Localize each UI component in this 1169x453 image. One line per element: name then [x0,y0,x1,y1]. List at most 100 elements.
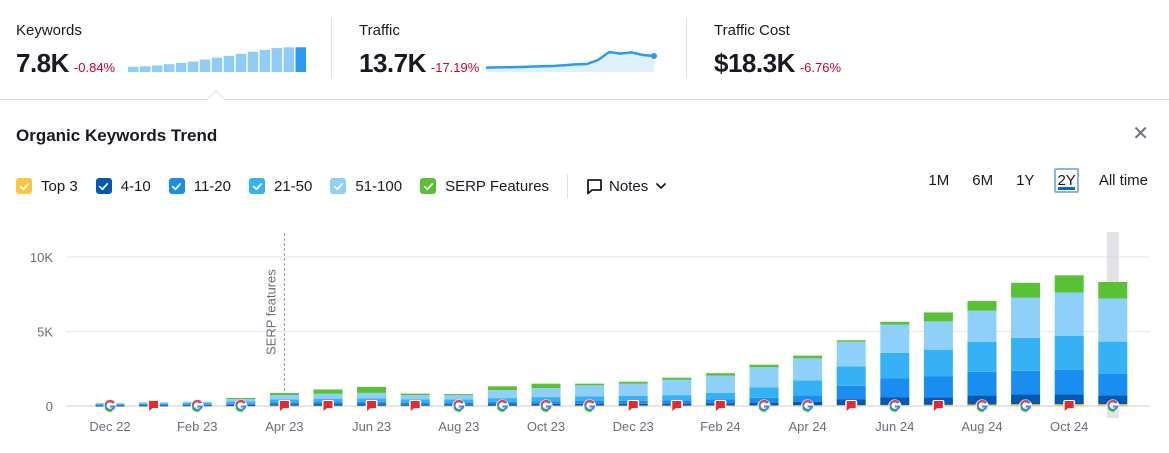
period-1y[interactable]: 1Y [1016,172,1035,189]
legend-checkbox[interactable] [420,178,437,194]
google-icon[interactable] [103,399,117,413]
bar-stack[interactable] [967,300,997,406]
bar-segment-11-20 [836,385,866,400]
legend-checkbox[interactable] [249,178,265,194]
close-icon[interactable]: ✕ [1132,123,1149,145]
bar-segment-51-100 [923,321,953,350]
legend-checkbox[interactable] [330,178,347,194]
google-icon[interactable] [452,399,466,413]
bar-segment-51-100 [618,383,648,397]
x-tick-label: Aug 24 [961,419,1002,434]
keywords-metric[interactable]: Keywords 7.8K -0.84% [16,22,115,78]
summary-bar: Keywords 7.8K -0.84% Traffic 13.7K -17.19%… [0,0,1169,100]
bar-stack[interactable] [1054,275,1084,406]
bar-segment-21-50 [1011,337,1041,371]
bar-segment-21-50 [749,387,779,398]
google-icon[interactable] [757,399,771,413]
flag-icon[interactable] [714,400,727,412]
bar-segment-serp-features [749,364,779,368]
x-tick-label: Feb 24 [700,419,740,434]
legend-item-serp-features[interactable]: SERP Features [420,178,549,195]
google-icon[interactable] [975,399,989,413]
traffic-spark-endpoint [651,53,657,59]
bar-segment-51-100 [400,395,430,400]
legend-checkbox[interactable] [95,178,112,194]
bar-stack[interactable] [880,321,910,406]
traffic-metric[interactable]: Traffic 13.7K -17.19% [359,22,479,78]
flag-icon[interactable] [409,400,422,412]
bar-stack[interactable] [793,355,823,407]
legend-item-11-20[interactable]: 11-20 [168,178,231,195]
keywords-label: Keywords [16,22,82,39]
bar-segment-21-50 [575,396,605,401]
legend-item-top-3[interactable]: Top 3 [16,178,78,195]
legend: Top 3 4-10 11-20 21-50 51-100 SERP Features No… [16,174,674,198]
flag-icon[interactable] [147,400,160,412]
notes-dropdown[interactable]: Notes [586,178,674,195]
keywords-spark-bar [247,51,259,72]
bar-segment-51-100 [444,395,474,400]
bar-segment-51-100 [662,379,692,396]
bar-segment-21-50 [618,396,648,401]
bar-segment-21-50 [836,366,866,386]
bar-segment-51-100 [357,392,387,399]
flag-icon[interactable] [845,400,858,412]
bar-segment-51-100 [1054,292,1084,336]
google-icon[interactable] [495,399,510,413]
google-icon[interactable] [1018,399,1033,413]
flag-icon[interactable] [322,400,334,412]
bar-stack[interactable] [923,312,953,406]
flag-icon[interactable] [670,400,683,412]
period-all-time[interactable]: All time [1098,172,1148,189]
bar-segment-51-100 [836,341,866,367]
bar-segment-serp-features [705,373,735,376]
bar-stack[interactable] [836,340,866,407]
flag-icon[interactable] [365,400,378,412]
bar-segment-21-50 [531,397,561,402]
flag-icon[interactable] [627,400,640,412]
bar-segment-serp-features [1054,275,1084,293]
trend-title: Organic Keywords Trend [16,126,218,145]
bar-segment-serp-features [575,383,605,386]
bar-segment-serp-features [662,377,692,380]
bar-segment-serp-features [531,383,561,389]
flag-icon[interactable] [1063,400,1076,412]
bar-stack[interactable] [1098,282,1128,406]
legend-item-51-100[interactable]: 51-100 [330,178,402,195]
period-2y[interactable]: 2Y [1054,168,1079,193]
x-tick-label: Feb 23 [177,419,217,434]
bar-segment-11-20 [1011,370,1041,395]
keywords-spark-bar [271,48,283,72]
google-icon[interactable] [539,399,553,413]
bar-segment-serp-features [487,386,517,391]
bar-segment-serp-features [793,355,823,359]
legend-checkbox[interactable] [168,178,185,194]
google-icon[interactable] [1106,399,1120,413]
bar-stack[interactable] [1011,282,1041,406]
google-icon[interactable] [888,399,902,413]
google-icon[interactable] [582,399,597,413]
period-1m[interactable]: 1M [928,172,950,189]
x-tick-label: Oct 24 [1050,419,1088,434]
google-icon[interactable] [800,399,815,413]
google-icon[interactable] [190,399,204,413]
flag-icon[interactable] [932,400,945,412]
legend-item-4-10[interactable]: 4-10 [95,177,151,195]
legend-label: 4-10 [120,177,151,195]
traffic-cost-metric[interactable]: Traffic Cost $18.3K -6.76% [714,22,841,78]
google-icon[interactable] [234,399,248,413]
bar-segment-21-50 [793,380,823,396]
legend-item-21-50[interactable]: 21-50 [249,178,312,195]
bar-segment-serp-features [967,300,997,311]
x-tick-label: Oct 23 [527,419,565,434]
y-tick-label: 0 [46,399,53,414]
flag-icon[interactable] [278,400,291,412]
legend-checkbox[interactable] [16,178,32,194]
keywords-sparkline [128,47,306,72]
check-icon [99,182,109,190]
bar-segment-21-50 [880,352,910,379]
keywords-delta: -0.84% [73,60,116,75]
traffic-spark-area [486,52,654,72]
period-6m[interactable]: 6M [972,172,994,189]
bar-segment-11-20 [793,395,823,402]
